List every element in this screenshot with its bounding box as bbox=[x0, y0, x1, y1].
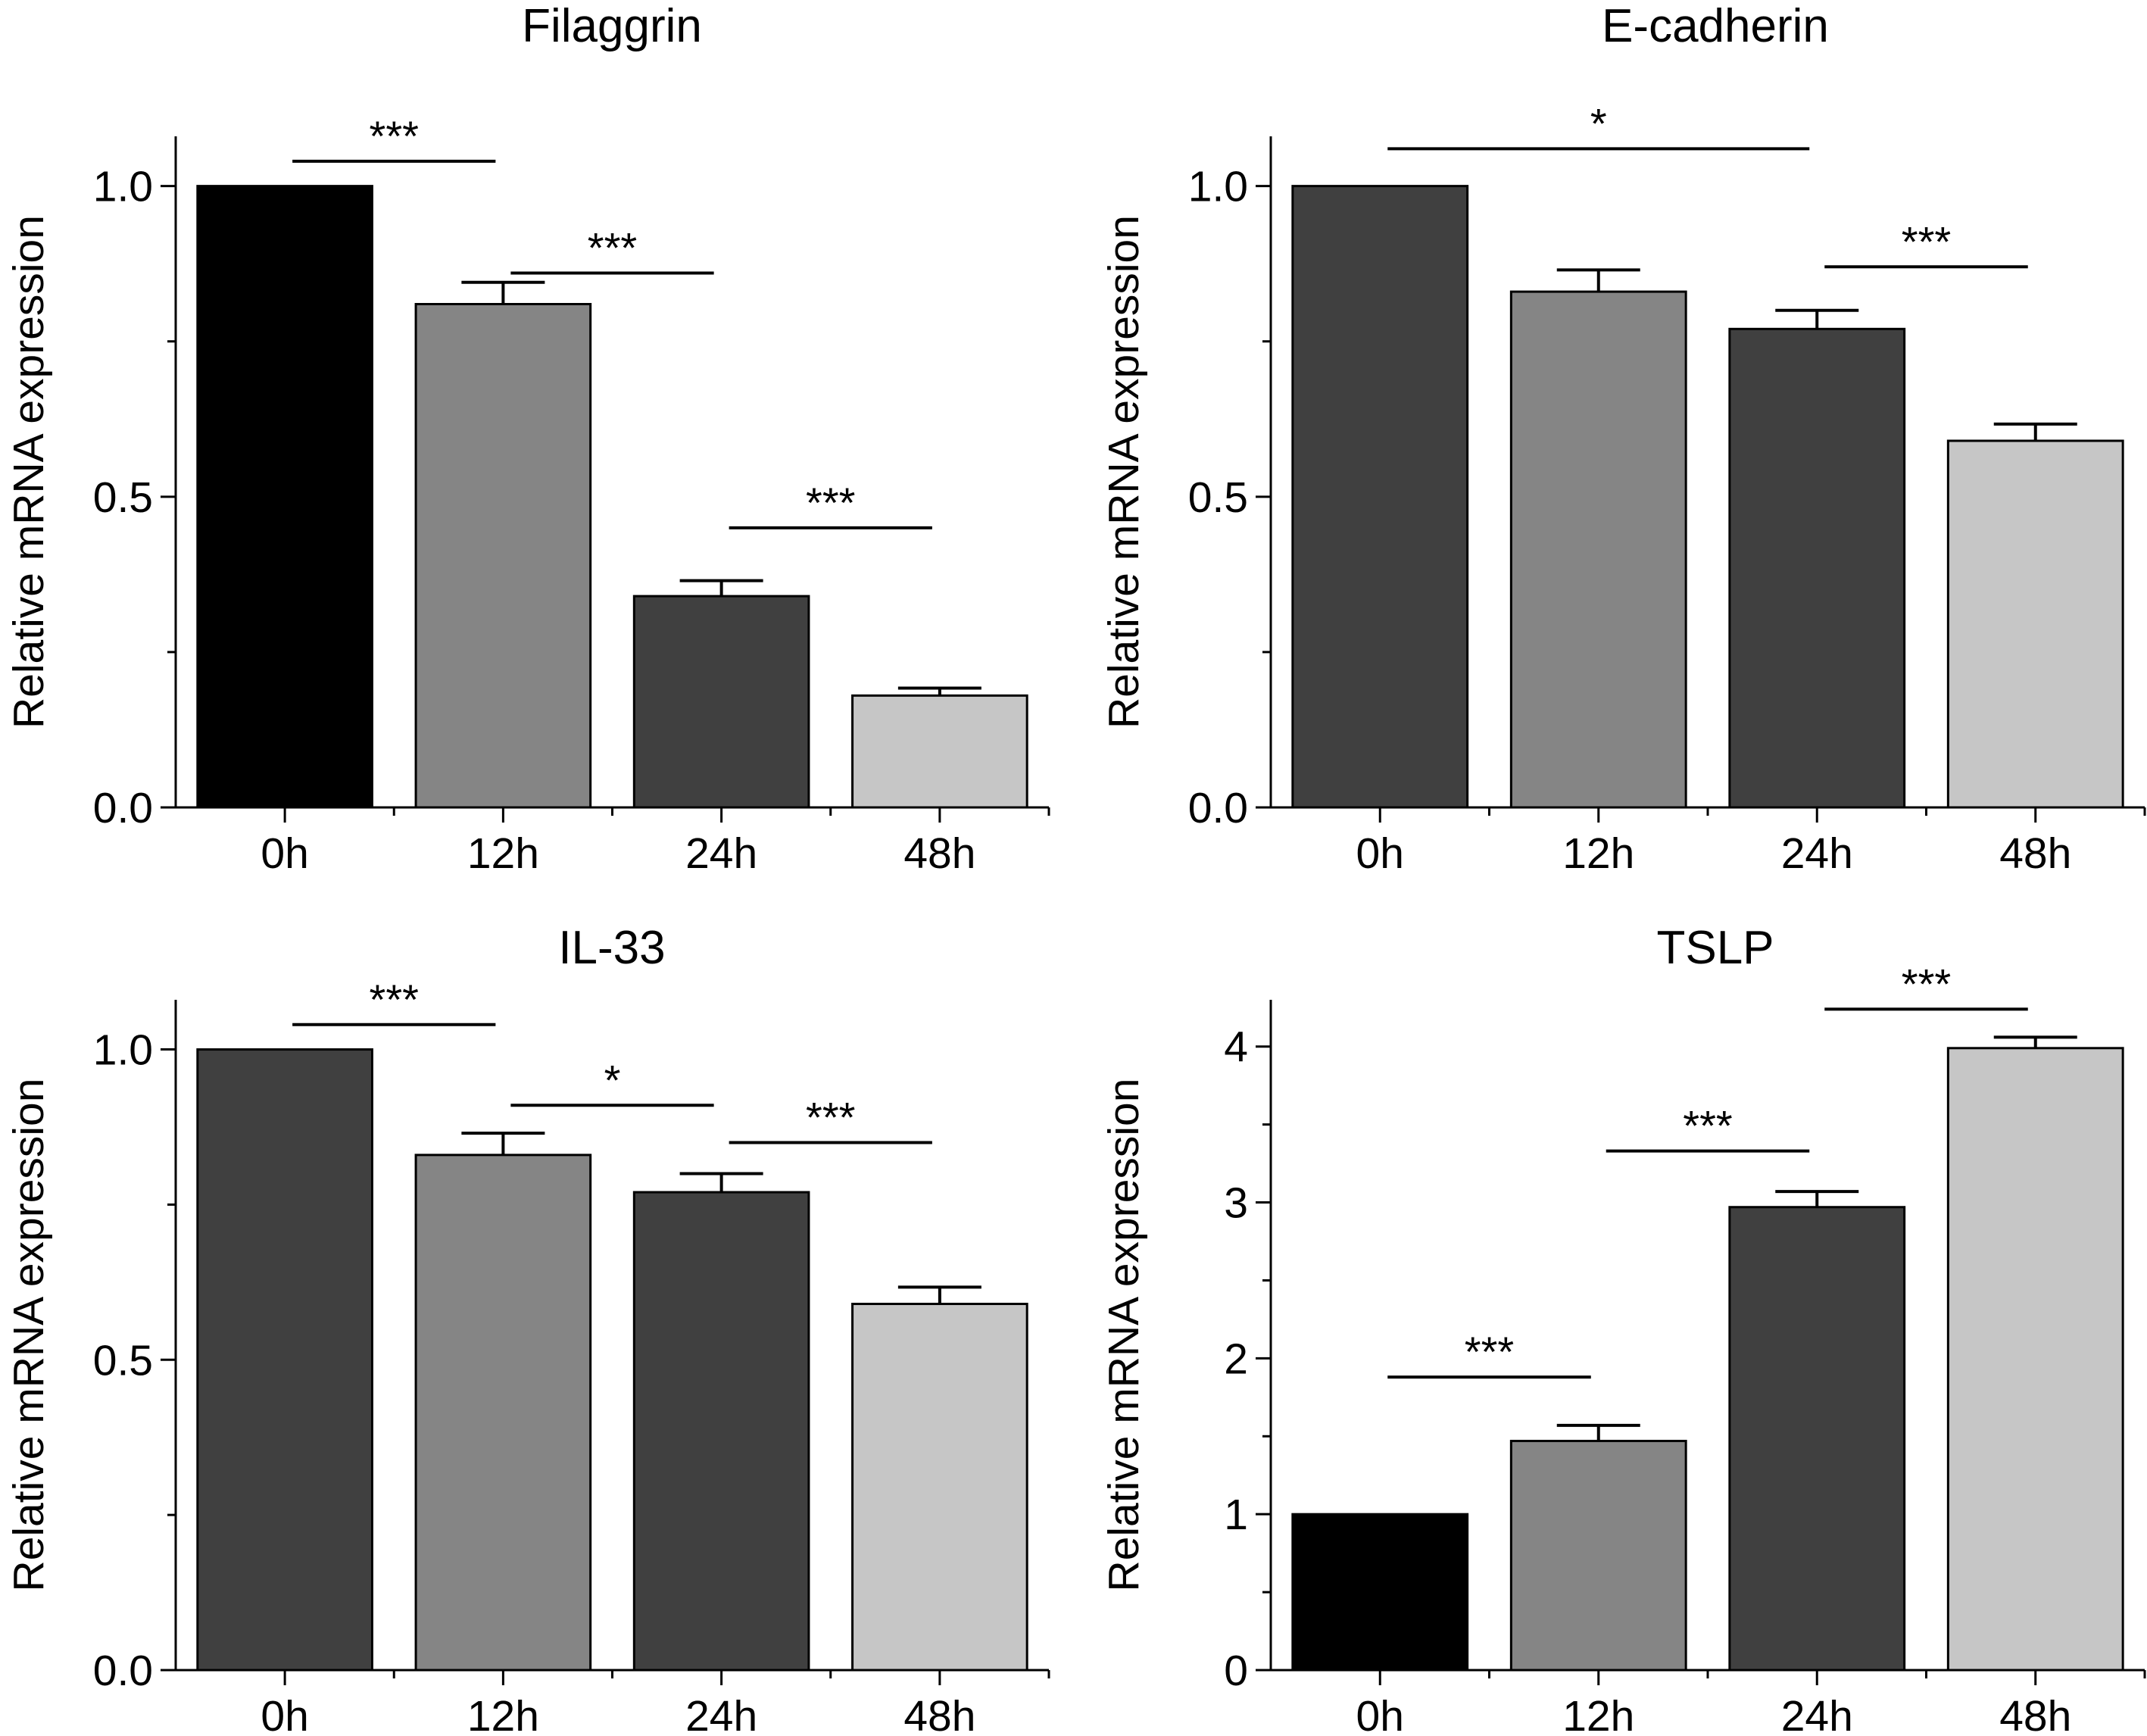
x-tick-label: 48h bbox=[903, 829, 975, 878]
bar-24h bbox=[1728, 327, 1906, 809]
panel-il-33: IL-33 Relative mRNA expression 0.0 0.5 1.0 0h… bbox=[5, 922, 1050, 1736]
significance-label: *** bbox=[806, 479, 855, 526]
bar-48h bbox=[851, 1303, 1028, 1672]
chart-title: E-cadherin bbox=[1602, 0, 1829, 52]
x-tick-label: 0h bbox=[261, 829, 308, 878]
y-tick-label: 1 bbox=[1224, 1491, 1248, 1539]
panel-tslp: TSLP Relative mRNA expression 0 1 2 3 4 0h 12h 24… bbox=[1100, 922, 2146, 1736]
bar-12h bbox=[414, 303, 592, 809]
significance-label: *** bbox=[1465, 1328, 1514, 1375]
bar-24h bbox=[632, 595, 810, 809]
x-tick-label: 48h bbox=[1999, 1692, 2071, 1736]
bar-48h bbox=[1946, 439, 2124, 809]
x-tick-label: 24h bbox=[1781, 1692, 1853, 1736]
significance-label: * bbox=[604, 1056, 621, 1104]
x-tick-label: 0h bbox=[1356, 1692, 1404, 1736]
x-tick-label: 48h bbox=[1999, 829, 2071, 878]
bar-24h bbox=[1728, 1206, 1906, 1672]
bar-0h bbox=[196, 1048, 373, 1672]
significance-label: *** bbox=[806, 1093, 855, 1141]
significance-label: *** bbox=[1902, 217, 1951, 265]
bar-0h bbox=[1291, 185, 1469, 809]
x-tick-label: 0h bbox=[261, 1692, 308, 1736]
y-axis-label: Relative mRNA expression bbox=[5, 215, 53, 729]
significance-label: *** bbox=[1902, 960, 1951, 1007]
bar-0h bbox=[196, 185, 373, 809]
bar-24h bbox=[632, 1191, 810, 1672]
y-tick-label: 0.5 bbox=[93, 1336, 153, 1385]
bar-0h bbox=[1291, 1513, 1469, 1672]
significance-label: * bbox=[1590, 99, 1607, 147]
significance-label: *** bbox=[588, 223, 637, 271]
y-tick-label: 0.5 bbox=[1188, 473, 1248, 522]
bar-12h bbox=[414, 1154, 592, 1672]
y-tick-label: 1.0 bbox=[93, 163, 153, 211]
x-tick-label: 24h bbox=[685, 829, 757, 878]
y-tick-label: 0.0 bbox=[93, 1647, 153, 1695]
x-tick-label: 0h bbox=[1356, 829, 1404, 878]
x-tick-label: 48h bbox=[903, 1692, 975, 1736]
y-axis-label: Relative mRNA expression bbox=[5, 1079, 53, 1592]
chart-title: IL-33 bbox=[558, 922, 665, 974]
x-tick-label: 12h bbox=[467, 829, 539, 878]
chart-title: Filaggrin bbox=[522, 0, 702, 52]
bar-48h bbox=[1946, 1047, 2124, 1672]
y-tick-label: 4 bbox=[1224, 1023, 1248, 1072]
y-tick-label: 1.0 bbox=[1188, 163, 1248, 211]
x-tick-label: 24h bbox=[685, 1692, 757, 1736]
y-axis-label: Relative mRNA expression bbox=[1100, 215, 1148, 729]
significance-label: *** bbox=[1683, 1102, 1732, 1150]
chart-title: TSLP bbox=[1656, 922, 1774, 974]
y-tick-label: 1.0 bbox=[93, 1026, 153, 1075]
panel-e-cadherin: E-cadherin Relative mRNA expression 0.0 0.5… bbox=[1100, 0, 2146, 878]
significance-label: *** bbox=[370, 976, 419, 1023]
y-tick-label: 0.5 bbox=[93, 473, 153, 522]
x-tick-label: 12h bbox=[1562, 1692, 1634, 1736]
y-axis-label: Relative mRNA expression bbox=[1100, 1079, 1148, 1592]
y-tick-label: 0 bbox=[1224, 1647, 1248, 1695]
significance-label: *** bbox=[370, 112, 419, 160]
x-tick-label: 24h bbox=[1781, 829, 1853, 878]
bar-48h bbox=[851, 694, 1028, 809]
y-tick-label: 0.0 bbox=[1188, 784, 1248, 832]
bar-12h bbox=[1509, 1439, 1687, 1672]
x-tick-label: 12h bbox=[467, 1692, 539, 1736]
y-tick-label: 0.0 bbox=[93, 784, 153, 832]
panel-filaggrin: Filaggrin Relative mRNA expression 0.0 0.5 1… bbox=[5, 0, 1050, 878]
x-tick-label: 12h bbox=[1562, 829, 1634, 878]
y-tick-label: 2 bbox=[1224, 1335, 1248, 1383]
y-tick-label: 3 bbox=[1224, 1179, 1248, 1228]
bar-12h bbox=[1509, 290, 1687, 809]
